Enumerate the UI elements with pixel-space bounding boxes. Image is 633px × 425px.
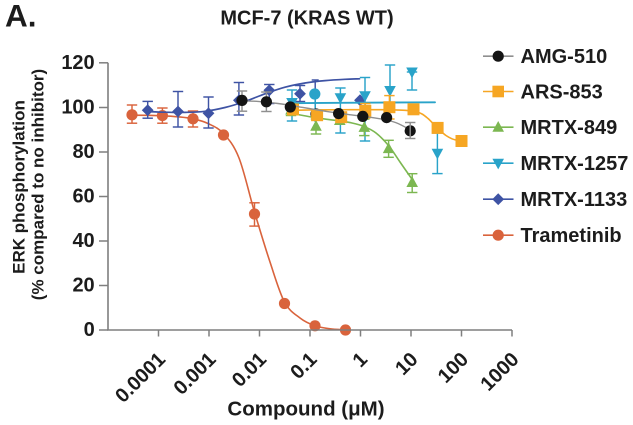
svg-text:40: 40 — [72, 230, 94, 252]
svg-text:80: 80 — [72, 141, 94, 163]
svg-text:ARS-853: ARS-853 — [521, 82, 603, 104]
svg-text:120: 120 — [61, 52, 94, 74]
svg-text:AMG-510: AMG-510 — [521, 46, 608, 68]
svg-text:MRTX-1257: MRTX-1257 — [521, 153, 629, 175]
svg-text:100: 100 — [61, 97, 94, 119]
svg-text:ERK phosphorylation: ERK phosphorylation — [10, 100, 29, 274]
svg-text:MRTX-849: MRTX-849 — [521, 117, 618, 139]
svg-text:20: 20 — [72, 275, 94, 297]
svg-text:MCF-7 (KRAS WT): MCF-7 (KRAS WT) — [220, 8, 393, 30]
svg-text:A.: A. — [5, 0, 37, 34]
svg-text:60: 60 — [72, 186, 94, 208]
svg-text:MRTX-1133: MRTX-1133 — [521, 189, 628, 211]
svg-text:(% compared to no inhibitor): (% compared to no inhibitor) — [29, 69, 48, 300]
svg-text:Trametinib: Trametinib — [521, 225, 622, 247]
svg-text:Compound (μM): Compound (μM) — [227, 398, 384, 421]
svg-text:0: 0 — [84, 319, 95, 341]
